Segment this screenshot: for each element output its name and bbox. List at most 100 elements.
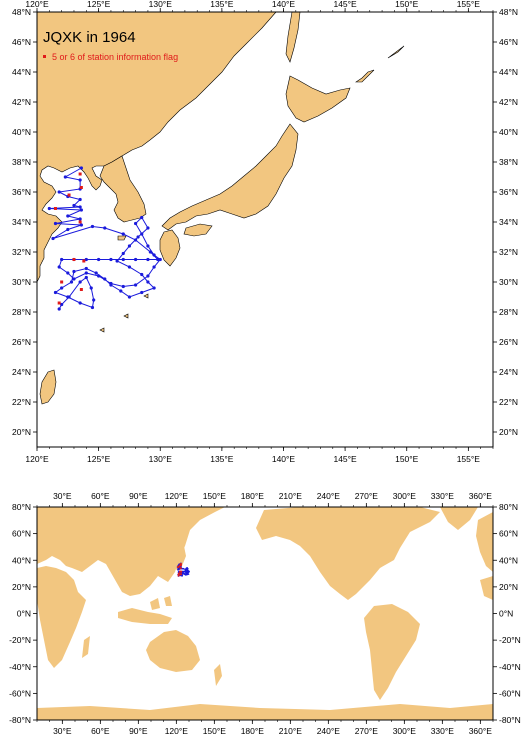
global-lon-label-top: 300°E (393, 491, 417, 501)
kyushu (159, 229, 181, 267)
station-point (140, 232, 144, 236)
flag-station-point (79, 186, 83, 189)
flag-station-point (82, 259, 86, 263)
lat-tick-label-right: 34°N (499, 217, 518, 227)
global-lon-label-bottom: 90°E (129, 726, 148, 736)
global-lon-label-bottom: 150°E (203, 726, 227, 736)
station-point (53, 221, 58, 226)
lat-tick-label-left: 28°N (12, 307, 31, 317)
lon-tick-label-bottom: 155°E (457, 454, 481, 464)
station-point (57, 190, 61, 194)
flag-station-point (79, 288, 83, 291)
global-lon-label-bottom: 60°E (91, 726, 110, 736)
lon-tick-label-bottom: 125°E (87, 454, 111, 464)
lat-tick-label-left: 36°N (12, 187, 31, 197)
sakhalin (285, 11, 301, 63)
station-point (90, 224, 95, 229)
global-lat-label-left: -40°N (9, 662, 31, 672)
station-point (121, 251, 125, 256)
regional-map-frame (36, 11, 494, 448)
se-asia-islands (118, 596, 172, 624)
eurasia (37, 507, 225, 596)
global-flag-station-point (177, 574, 180, 577)
global-flag-station-point (179, 564, 182, 567)
global-flag-station-point (180, 570, 183, 573)
station-point (121, 232, 125, 236)
station-point (146, 257, 150, 262)
global-lat-label-left: -80°N (9, 715, 31, 725)
station-point (66, 214, 70, 218)
global-lat-label-left: 40°N (12, 555, 31, 565)
station-point (78, 197, 82, 202)
lat-tick-label-left: 24°N (12, 367, 31, 377)
station-point (103, 226, 107, 230)
station-point (121, 257, 125, 262)
station-point (146, 280, 150, 284)
station-point (133, 283, 138, 287)
station-point (152, 253, 156, 257)
lat-tick-label-left: 32°N (12, 247, 31, 257)
global-lat-label-right: 40°N (499, 555, 518, 565)
station-point (146, 226, 150, 230)
station-point (78, 205, 82, 209)
station-point (127, 244, 132, 248)
mainland-asia (36, 11, 277, 283)
station-point (79, 208, 83, 212)
madagascar (82, 636, 90, 658)
station-point (119, 289, 123, 293)
station-point (121, 284, 125, 289)
lat-tick-label-right: 40°N (499, 127, 518, 137)
lat-tick-label-left: 26°N (12, 337, 31, 347)
lat-tick-label-right: 32°N (499, 247, 518, 257)
lon-tick-label-bottom: 135°E (210, 454, 234, 464)
global-lat-label-left: 20°N (12, 582, 31, 592)
station-point (60, 257, 64, 262)
global-lat-label-left: -20°N (9, 635, 31, 645)
global-lon-label-top: 330°E (431, 491, 455, 501)
lat-tick-label-right: 38°N (499, 157, 518, 167)
lat-tick-label-right: 42°N (499, 97, 518, 107)
lat-tick-label-right: 28°N (499, 307, 518, 317)
station-point (78, 217, 82, 221)
global-flag-station-point (179, 562, 182, 565)
europe-wrap (476, 512, 493, 572)
station-point (109, 257, 113, 262)
station-point (84, 257, 88, 262)
global-station-point (178, 563, 181, 566)
kuril-islands (355, 45, 405, 83)
global-lon-label-top: 210°E (279, 491, 303, 501)
lat-tick-label-left: 44°N (12, 67, 31, 77)
station-point (67, 295, 71, 299)
ryukyu-islands (99, 293, 149, 333)
lon-tick-label-top: 155°E (457, 0, 481, 9)
global-lat-label-right: -80°N (499, 715, 521, 725)
lon-tick-label-top: 140°E (272, 0, 296, 9)
greenland (440, 507, 478, 530)
japan-global (174, 546, 186, 570)
global-lat-label-right: -20°N (499, 635, 521, 645)
station-point (133, 257, 138, 262)
global-lon-label-bottom: 210°E (279, 726, 303, 736)
global-station-point (182, 567, 185, 570)
global-flag-station-point (177, 572, 180, 575)
jeju (117, 235, 127, 241)
station-point (97, 257, 101, 262)
station-point (57, 265, 61, 269)
station-point (90, 305, 95, 310)
korea-peninsula (99, 155, 147, 223)
global-lon-label-bottom: 300°E (393, 726, 417, 736)
lat-tick-label-left: 34°N (12, 217, 31, 227)
legend-flag-marker (43, 55, 46, 58)
station-point (158, 257, 162, 262)
global-lon-label-bottom: 30°E (53, 726, 72, 736)
flag-station-point (78, 172, 82, 176)
lat-tick-label-left: 20°N (12, 427, 31, 437)
station-point (78, 280, 82, 284)
station-point (146, 244, 150, 248)
station-point (109, 283, 113, 287)
australia (146, 630, 200, 672)
shikoku (183, 223, 213, 237)
legend-label: 5 or 6 of station information flag (52, 52, 178, 62)
station-point (47, 206, 51, 211)
station-point (66, 271, 70, 275)
